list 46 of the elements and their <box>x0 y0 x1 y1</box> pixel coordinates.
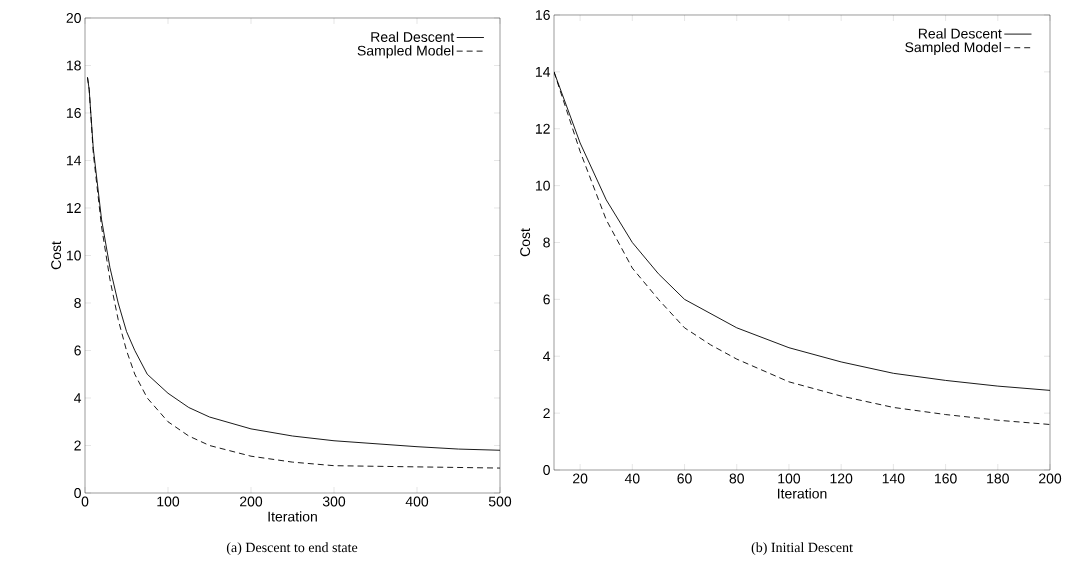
x-tick-label: 40 <box>624 473 640 484</box>
x-tick-label: 100 <box>157 496 180 507</box>
y-tick-label: 6 <box>74 345 81 356</box>
x-tick-label: 400 <box>405 496 429 507</box>
x-tick-label: 200 <box>1039 473 1062 484</box>
y-axis-title: Cost <box>520 228 531 257</box>
legend-label: Real Descent <box>371 31 455 42</box>
x-tick-label: 500 <box>488 496 512 507</box>
y-tick-label: 16 <box>66 108 81 118</box>
y-tick-label: 14 <box>535 67 551 77</box>
legend-label: Sampled Model <box>357 45 454 59</box>
y-tick-label: 4 <box>543 351 551 362</box>
text: (b) Initial Descent <box>751 542 853 555</box>
x-tick-label: 0 <box>81 496 89 507</box>
y-tick-label: 0 <box>74 488 81 498</box>
x-tick-label: 160 <box>934 473 957 484</box>
y-tick-label: 8 <box>543 237 550 248</box>
x-tick-label: 80 <box>729 473 744 484</box>
x-axis-title: Iteration <box>778 488 827 499</box>
x-axis-title: Iteration <box>268 511 317 522</box>
y-tick-label: 20 <box>66 13 81 23</box>
y-tick-label: 12 <box>66 203 81 213</box>
y-tick-label: 2 <box>74 440 81 451</box>
y-tick-label: 18 <box>66 60 81 71</box>
x-tick-label: 180 <box>987 473 1009 484</box>
x-tick-label: 300 <box>322 496 346 507</box>
x-tick-label: 60 <box>677 473 692 484</box>
x-tick-label: 120 <box>830 473 853 484</box>
y-axis-title: Cost <box>51 241 62 270</box>
legend-label: Real Descent <box>918 28 1002 39</box>
y-tick-label: 0 <box>543 465 550 475</box>
legend-label: Sampled Model <box>905 41 1001 55</box>
y-tick-label: 2 <box>543 408 550 419</box>
y-tick-label: 6 <box>543 294 550 305</box>
y-tick-label: 4 <box>74 393 82 403</box>
x-tick-label: 200 <box>240 496 263 507</box>
y-tick-label: 16 <box>535 10 550 20</box>
y-tick-label: 14 <box>66 155 82 166</box>
x-tick-label: 20 <box>573 473 588 484</box>
y-tick-label: 12 <box>535 123 550 134</box>
text: (a) Descent to end state <box>226 542 358 555</box>
y-tick-label: 10 <box>535 180 550 191</box>
y-tick-label: 8 <box>74 298 81 308</box>
y-tick-label: 10 <box>66 250 81 261</box>
x-tick-label: 100 <box>778 473 801 484</box>
x-tick-label: 140 <box>882 473 905 484</box>
